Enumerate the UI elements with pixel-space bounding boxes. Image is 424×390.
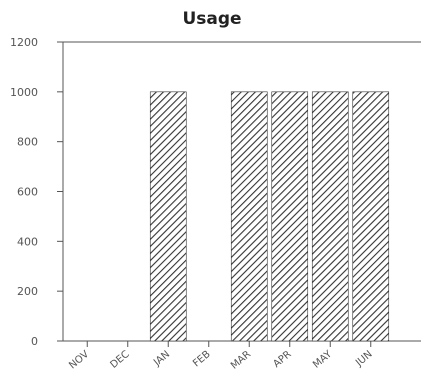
y-tick-label: 0 <box>31 335 38 348</box>
x-tick-label: JAN <box>151 349 172 369</box>
bar <box>149 91 187 342</box>
y-tick-label: 600 <box>17 186 38 199</box>
bar <box>311 91 349 342</box>
x-tick-label: NOV <box>67 349 91 372</box>
x-tick-label: DEC <box>109 349 132 371</box>
x-tick-label: MAR <box>229 349 253 372</box>
bar <box>230 91 268 342</box>
y-tick-label: 1200 <box>10 36 38 49</box>
bars <box>149 91 390 342</box>
bar <box>271 91 309 342</box>
x-tick-label: FEB <box>191 349 213 370</box>
y-tick-label: 400 <box>17 235 38 248</box>
x-tick-label: MAY <box>311 348 335 370</box>
y-tick-label: 1000 <box>10 86 38 99</box>
chart-title: Usage <box>182 9 241 29</box>
x-axis: NOV DEC JAN FEB MAR APR MAY JUN <box>67 341 375 372</box>
y-tick-label: 800 <box>17 136 38 149</box>
y-tick-label: 200 <box>17 285 38 298</box>
y-axis: 0 200 400 600 800 1000 1200 <box>10 36 63 348</box>
bar <box>352 91 390 342</box>
x-tick-label: JUN <box>353 349 374 369</box>
x-tick-label: APR <box>271 349 293 370</box>
